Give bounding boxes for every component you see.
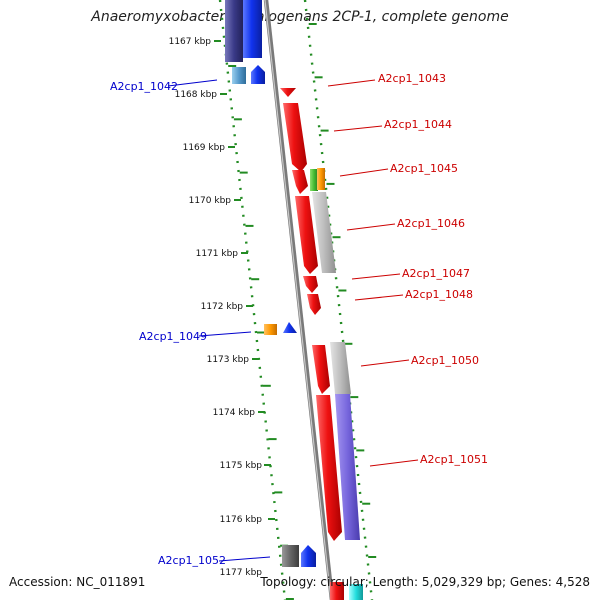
outer-dotted-ring [303, 0, 374, 600]
gene-feature [317, 168, 325, 190]
accession-text: Accession: NC_011891 [9, 575, 146, 589]
kbp-label: 1168 kbp [175, 90, 218, 100]
gene-feature [264, 324, 277, 335]
gene-feature [330, 342, 351, 394]
gene-arrow-feature [312, 345, 330, 394]
gene-label-a2cp1-1042[interactable]: A2cp1_1042 [110, 80, 178, 93]
gene-label-a2cp1-1046[interactable]: A2cp1_1046 [397, 217, 465, 230]
summary-text: Topology: circular; Length: 5,029,329 bp… [260, 575, 590, 589]
inner-dotted-ring [218, 0, 287, 600]
kbp-tick-labels: 1167 kbp 1168 kbp 1169 kbp 1170 kbp 1171… [169, 37, 263, 578]
kbp-label: 1170 kbp [189, 196, 232, 206]
gene-feature [225, 0, 243, 62]
reverse-strand-genes [225, 0, 363, 600]
gene-label-a2cp1-1049[interactable]: A2cp1_1049 [139, 330, 207, 343]
gene-feature [232, 67, 246, 84]
gene-arrow-feature [316, 395, 342, 541]
gene-feature [335, 394, 360, 540]
gene-arrow-feature [251, 65, 265, 84]
forward-strand-genes [280, 88, 360, 541]
kbp-label: 1167 kbp [169, 37, 212, 47]
gene-feature [330, 582, 344, 600]
gene-feature [282, 545, 299, 567]
gene-label-a2cp1-1051[interactable]: A2cp1_1051 [420, 453, 488, 466]
kbp-label: 1174 kbp [213, 408, 256, 418]
gene-label-a2cp1-1052[interactable]: A2cp1_1052 [158, 554, 226, 567]
gene-arrow-feature [295, 196, 318, 274]
gene-arrow-feature [283, 103, 307, 172]
gene-label-a2cp1-1050[interactable]: A2cp1_1050 [411, 354, 479, 367]
kbp-label: 1169 kbp [183, 143, 226, 153]
gene-arrow-feature [292, 170, 308, 194]
kbp-label: 1175 kbp [220, 461, 263, 471]
map-title: Anaeromyxobacter dehalogenans 2CP-1, com… [91, 9, 509, 25]
gene-label-a2cp1-1048[interactable]: A2cp1_1048 [405, 288, 473, 301]
kbp-label: 1176 kbp [220, 515, 263, 525]
gene-label-a2cp1-1043[interactable]: A2cp1_1043 [378, 72, 446, 85]
kbp-tick-marks [214, 40, 275, 520]
label-leader-lines [167, 79, 419, 562]
gene-feature [310, 169, 318, 191]
inner-ring-ticks [228, 65, 294, 600]
gene-feature [312, 192, 336, 273]
gene-label-a2cp1-1047[interactable]: A2cp1_1047 [402, 267, 470, 280]
gene-arrow-feature [283, 322, 297, 333]
gene-arrow-feature [307, 294, 321, 315]
gene-labels: A2cp1_1042 A2cp1_1043 A2cp1_1044 A2cp1_1… [110, 72, 488, 567]
gene-label-a2cp1-1044[interactable]: A2cp1_1044 [384, 118, 452, 131]
kbp-label: 1172 kbp [201, 302, 244, 312]
kbp-label: 1171 kbp [196, 249, 239, 259]
gene-arrow-feature [303, 276, 318, 293]
kbp-label: 1177 kbp [220, 568, 263, 578]
genome-backbone [263, 0, 335, 600]
outer-ring-ticks [308, 23, 377, 558]
gene-label-a2cp1-1045[interactable]: A2cp1_1045 [390, 162, 458, 175]
gene-arrow-feature [280, 88, 296, 97]
gene-arrow-feature [301, 545, 316, 567]
kbp-label: 1173 kbp [207, 355, 250, 365]
genome-backbone-highlight [264, 0, 332, 600]
gene-feature [349, 584, 363, 600]
gene-feature [243, 0, 262, 58]
